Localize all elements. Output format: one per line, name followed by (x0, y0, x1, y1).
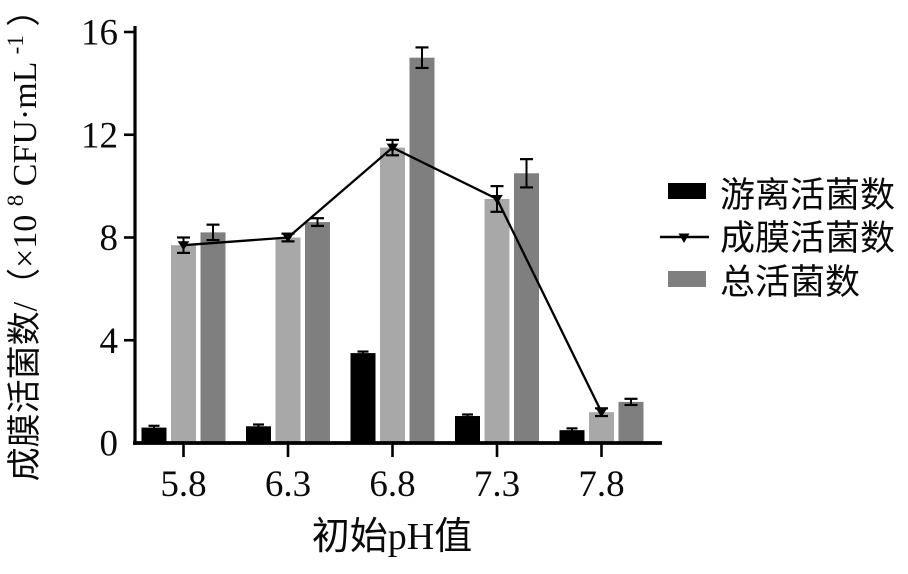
y-axis-title-superscript-8: 8 (3, 195, 28, 207)
free-bar-7.3 (455, 416, 480, 443)
x-tick-label-6.8: 6.8 (369, 464, 415, 505)
total-bar-6.8 (409, 57, 435, 443)
biofilm-bar-7.8 (589, 412, 614, 443)
total-bar-7.3 (514, 173, 539, 443)
y-axis-title-units: CFU·mL (7, 63, 44, 186)
legend-item-biofilm: 成膜活菌数 (660, 219, 895, 258)
x-tick-label-5.8: 5.8 (160, 464, 206, 505)
biofilm-marker-7.8 (595, 408, 608, 418)
biofilm-marker-6.3 (282, 233, 294, 243)
y-axis-title: 成膜活菌数/（×10 8 CFU·mL -1 ） (0, 0, 44, 481)
biofilm-bar-5.8 (171, 245, 196, 443)
y-tick-label-0: 0 (100, 424, 119, 465)
y-axis-title-superscript-minus1: -1 (3, 35, 28, 54)
legend-item-free: 游离活菌数 (668, 176, 895, 215)
legend-label-biofilm: 成膜活菌数 (720, 219, 895, 258)
x-tick-label-6.3: 6.3 (265, 464, 311, 505)
y-axis-title-text: 成膜活菌数/（×10 (6, 215, 44, 482)
y-tick-label-8: 8 (100, 218, 119, 259)
biofilm-marker-7.3 (491, 194, 503, 204)
free-bar-5.8 (141, 427, 167, 443)
free-bar-6.8 (350, 353, 376, 443)
y-tick-label-16: 16 (81, 13, 118, 54)
total-bar-6.3 (305, 222, 330, 443)
x-tick-label-7.3: 7.3 (474, 464, 520, 505)
biofilm-bar-6.3 (275, 237, 301, 443)
free-bar-7.8 (559, 430, 585, 443)
legend-item-total: 总活菌数 (668, 263, 860, 302)
free-bar-6.3 (246, 426, 271, 443)
y-tick-label-12: 12 (81, 115, 118, 156)
y-axis-title-close-paren: ） (6, 0, 44, 27)
legend: 游离活菌数 成膜活菌数 总活菌数 (660, 176, 895, 302)
biofilm-bar-6.8 (380, 147, 405, 443)
legend-swatch-free-bar (668, 183, 706, 199)
legend-triangle-down-marker (678, 233, 690, 243)
biofilm-marker-6.8 (386, 143, 399, 153)
biofilm-marker-5.8 (177, 241, 190, 251)
legend-label-total: 总活菌数 (720, 263, 860, 302)
legend-swatch-total-bar (668, 271, 706, 287)
total-bar-7.8 (618, 401, 644, 443)
biofilm-bar-7.3 (484, 198, 510, 443)
x-tick-label-7.8: 7.8 (578, 464, 624, 505)
y-tick-label-4: 4 (100, 321, 119, 362)
plot-area: 0 4 8 12 16 5.8 6.3 6.8 7.3 7.8 (81, 13, 662, 505)
x-axis-title: 初始pH值 (312, 516, 472, 558)
legend-label-free: 游离活菌数 (720, 176, 895, 215)
total-bar-5.8 (200, 232, 226, 443)
